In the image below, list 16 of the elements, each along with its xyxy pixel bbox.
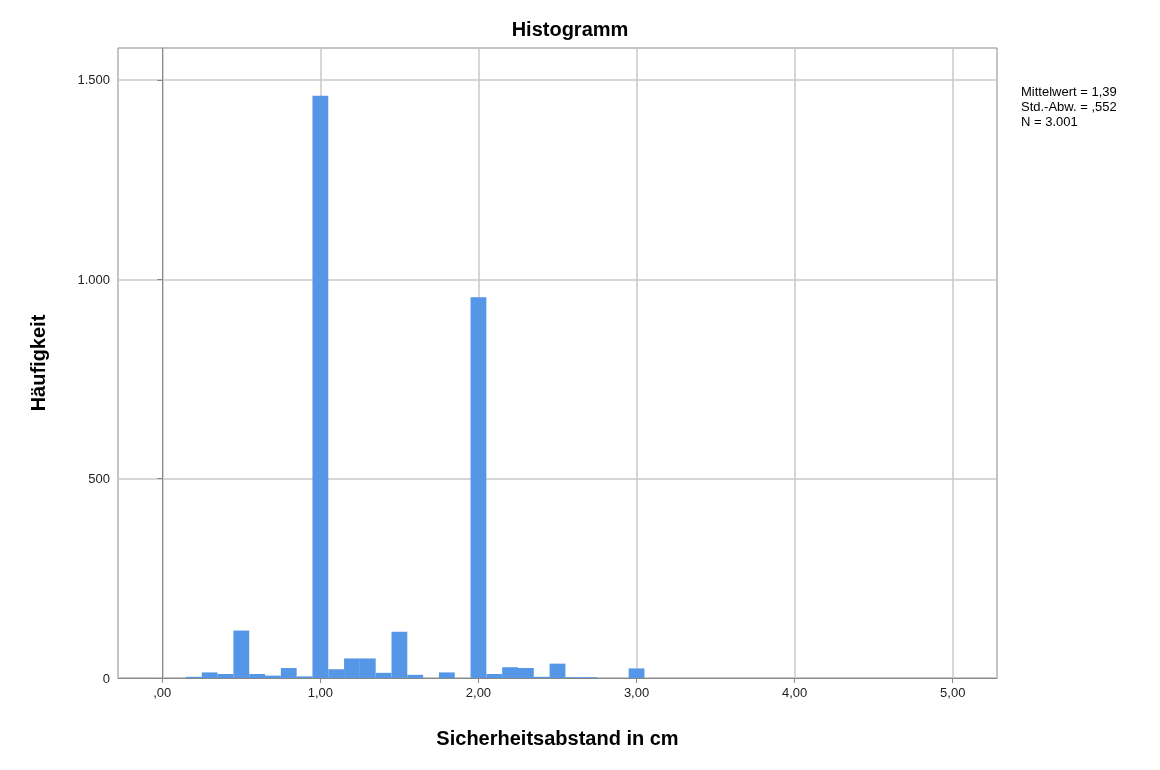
y-tick-label: 500 xyxy=(88,471,110,487)
y-axis-title: Häufigkeit xyxy=(27,314,49,412)
x-tick-label: 1,00 xyxy=(307,685,334,700)
y-tick-label: 1.000 xyxy=(77,271,110,287)
text: Std.-Abw. = ,552 xyxy=(1021,99,1117,114)
chart-title: Histogramm xyxy=(511,18,629,40)
text: Mittelwert = 1,39 xyxy=(1021,84,1117,99)
x-axis-title: Sicherheitsabstand in cm xyxy=(436,727,679,749)
text: N = 3.001 xyxy=(1021,114,1078,129)
x-tick-label: 4,00 xyxy=(781,685,808,700)
y-tick-label: 1.500 xyxy=(77,72,110,88)
y-tick-label: 0 xyxy=(102,670,110,686)
x-tick-label: 5,00 xyxy=(940,685,966,700)
x-tick-label: 2,00 xyxy=(465,685,492,700)
x-tick-label: 3,00 xyxy=(623,685,650,700)
x-tick-label: ,00 xyxy=(153,685,172,700)
